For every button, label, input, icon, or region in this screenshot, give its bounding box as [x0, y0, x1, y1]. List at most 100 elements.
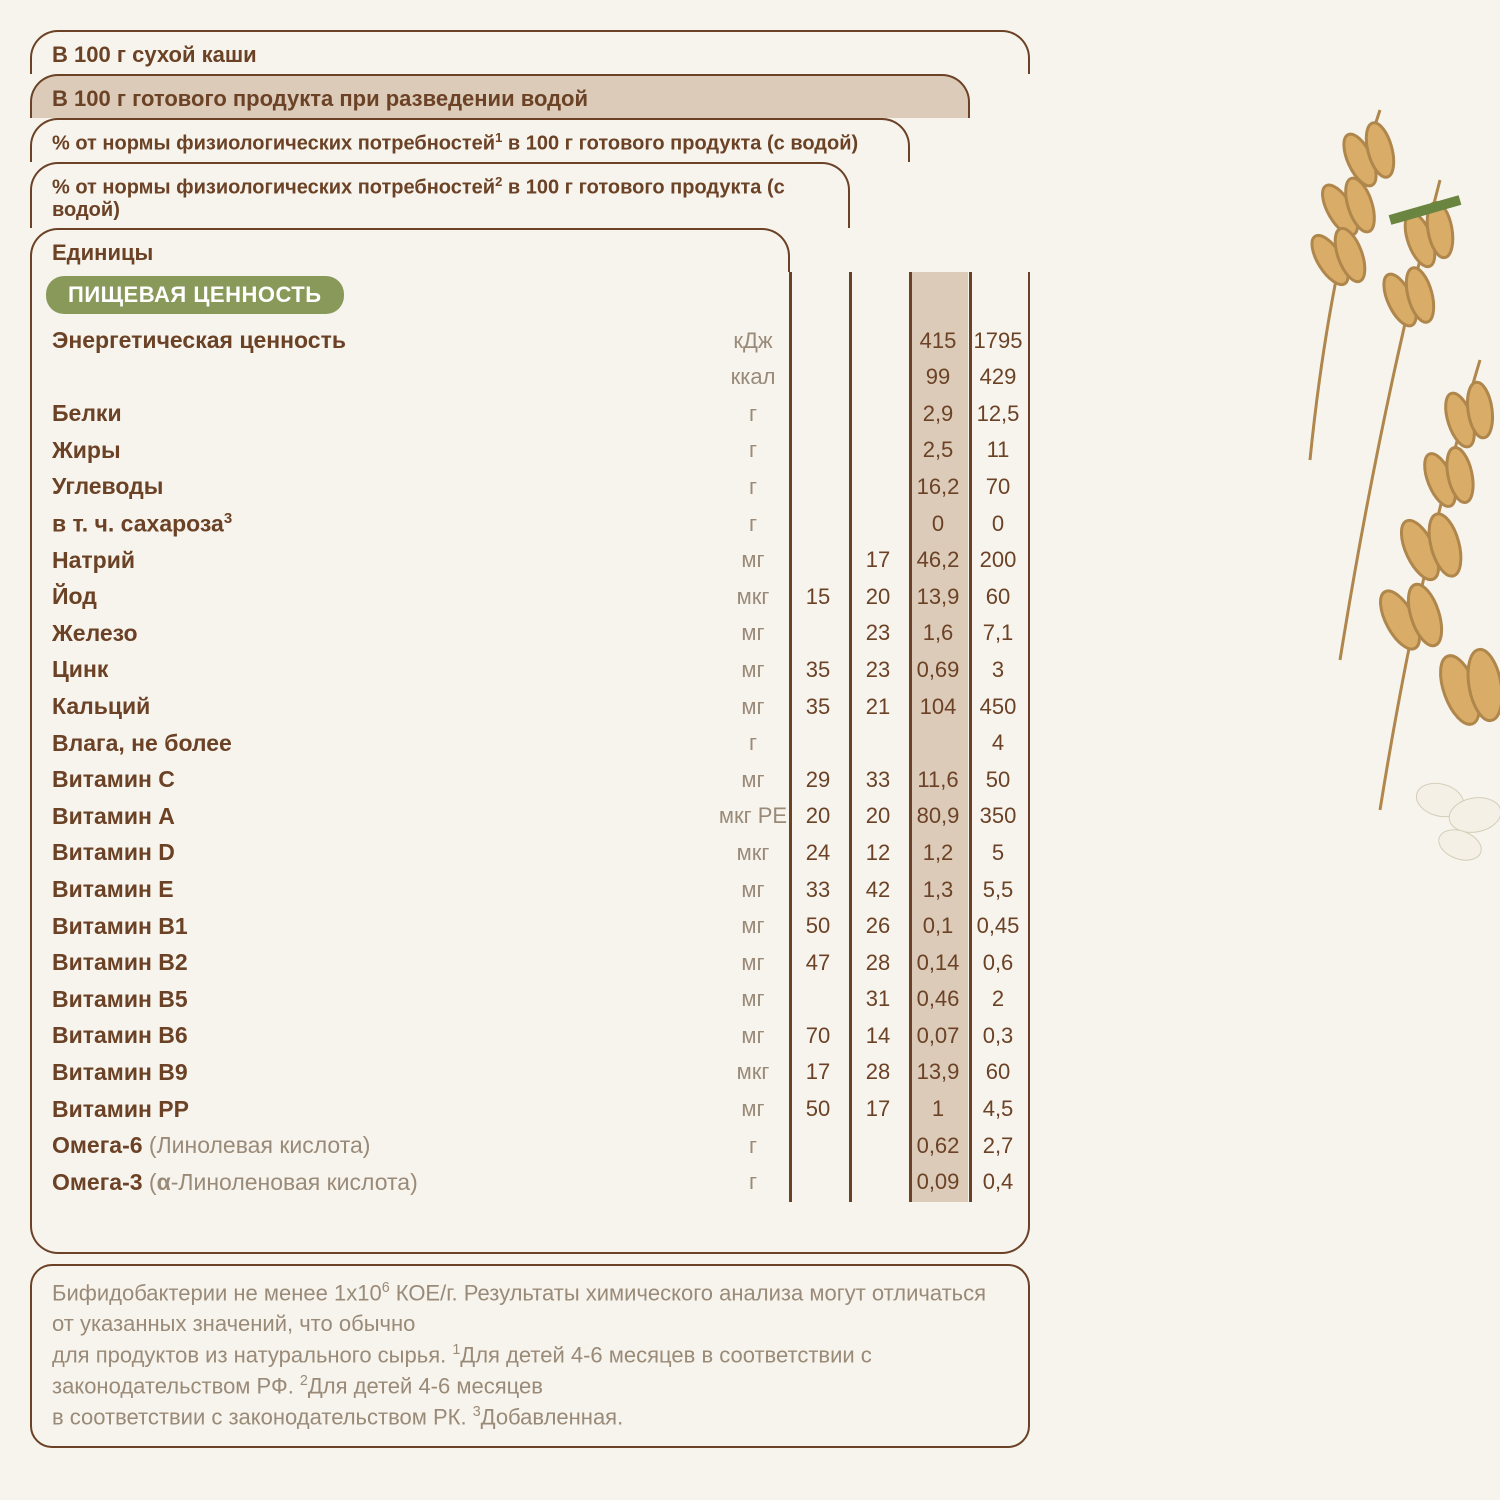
table-row: Витамин B6мг70140,070,3 [32, 1018, 1028, 1055]
value-cell: 1795 [968, 328, 1028, 354]
nutrient-label: Омега-6 (Линолевая кислота) [32, 1132, 718, 1159]
table-row: Омега-3 (α-Линоленовая кислота)г0,090,4 [32, 1164, 1028, 1201]
value-cell: 2,5 [908, 437, 968, 463]
footnote-box: Бифидобактерии не менее 1x106 КОЕ/г. Рез… [30, 1264, 1030, 1447]
table-row: Влага, не болеег4 [32, 725, 1028, 762]
value-cell: 104 [908, 694, 968, 720]
value-cell: 17 [788, 1059, 848, 1085]
table-row: Витамин Dмкг24121,25 [32, 835, 1028, 872]
nutrient-label: Железо [32, 620, 718, 647]
value-cell: 0,46 [908, 986, 968, 1012]
value-cell: 13,9 [908, 584, 968, 610]
nutrient-label: Влага, не более [32, 730, 718, 757]
value-cell: 0,6 [968, 950, 1028, 976]
value-cell: 0,62 [908, 1133, 968, 1159]
value-cell: 2,7 [968, 1133, 1028, 1159]
value-cell: 350 [968, 803, 1028, 829]
footnote-text: в соответствии с законодательством РК. [52, 1405, 473, 1430]
value-cell: 12 [848, 840, 908, 866]
nutrition-label-page: В 100 г сухой каши В 100 г готового прод… [0, 0, 1500, 1500]
header-prepared-100g: В 100 г готового продукта при разведении… [30, 74, 970, 118]
value-cell: 429 [968, 364, 1028, 390]
value-cell: 17 [848, 547, 908, 573]
unit-cell: г [718, 1133, 788, 1159]
nutrient-label: Омега-3 (α-Линоленовая кислота) [32, 1169, 718, 1196]
unit-cell: мкг РЕ [718, 803, 788, 829]
header-percent-norm-1: % от нормы физиологических потребностей1… [30, 118, 910, 162]
table-row: Витамин PPмг501714,5 [32, 1091, 1028, 1128]
value-cell: 35 [788, 694, 848, 720]
value-cell: 31 [848, 986, 908, 1012]
sup: 6 [382, 1280, 390, 1296]
nutrient-label: Натрий [32, 547, 718, 574]
value-cell: 20 [788, 803, 848, 829]
value-cell: 7,1 [968, 620, 1028, 646]
nutrient-label: Витамин E [32, 876, 718, 903]
value-cell: 60 [968, 584, 1028, 610]
sup: 2 [300, 1373, 308, 1389]
table-row: Витамин Aмкг РЕ202080,9350 [32, 798, 1028, 835]
unit-cell: ккал [718, 364, 788, 390]
header-units: Единицы [30, 228, 790, 272]
value-cell: 0,07 [908, 1023, 968, 1049]
nutrient-label: Белки [32, 400, 718, 427]
sup: 3 [473, 1404, 481, 1420]
wheat-decoration [1080, 60, 1500, 1160]
nutrient-label: Витамин A [32, 803, 718, 830]
value-cell: 0 [968, 511, 1028, 537]
table-row: Омега-6 (Линолевая кислота)г 0,622,7 [32, 1127, 1028, 1164]
nutrient-label: в т. ч. сахароза3 [32, 510, 718, 538]
nutrient-label: Витамин PP [32, 1096, 718, 1123]
value-cell: 99 [908, 364, 968, 390]
value-cell: 80,9 [908, 803, 968, 829]
header-dry-100g: В 100 г сухой каши [30, 30, 1030, 74]
nutrient-label: Витамин B1 [32, 913, 718, 940]
unit-cell: мг [718, 657, 788, 683]
value-cell: 33 [788, 877, 848, 903]
value-cell: 33 [848, 767, 908, 793]
nutrient-label: Цинк [32, 656, 718, 683]
unit-cell: мкг [718, 840, 788, 866]
value-cell: 0,14 [908, 950, 968, 976]
unit-cell: г [718, 437, 788, 463]
value-cell: 70 [788, 1023, 848, 1049]
nutrient-label: Витамин B9 [32, 1059, 718, 1086]
nutrient-label: Витамин B2 [32, 949, 718, 976]
value-cell: 15 [788, 584, 848, 610]
value-cell: 17 [848, 1096, 908, 1122]
unit-cell: мг [718, 986, 788, 1012]
value-cell: 5 [968, 840, 1028, 866]
table-row: Витамин Eмг33421,35,5 [32, 871, 1028, 908]
value-cell: 200 [968, 547, 1028, 573]
value-cell: 21 [848, 694, 908, 720]
value-cell: 1,6 [908, 620, 968, 646]
table-row: ккал 99429 [32, 359, 1028, 396]
table-row: Железомг 231,67,1 [32, 615, 1028, 652]
table-row: Кальциймг3521104450 [32, 688, 1028, 725]
value-cell: 23 [848, 657, 908, 683]
nutrient-label: Витамин D [32, 839, 718, 866]
unit-cell: мг [718, 620, 788, 646]
table-row: Натриймг1746,2200 [32, 542, 1028, 579]
value-cell: 415 [908, 328, 968, 354]
unit-cell: мг [718, 1023, 788, 1049]
value-cell: 24 [788, 840, 848, 866]
value-cell: 23 [848, 620, 908, 646]
nutrition-table-body: ПИЩЕВАЯ ЦЕННОСТЬ Энергетическая ценность… [30, 272, 1030, 1254]
section-title-pill: ПИЩЕВАЯ ЦЕННОСТЬ [46, 276, 344, 314]
value-cell: 47 [788, 950, 848, 976]
value-cell: 4,5 [968, 1096, 1028, 1122]
table-row: Белкиг2,912,5 [32, 396, 1028, 433]
value-cell: 70 [968, 474, 1028, 500]
header-percent-norm-2: % от нормы физиологических потребностей2… [30, 162, 850, 229]
value-cell: 0,09 [908, 1169, 968, 1195]
unit-cell: мкг [718, 1059, 788, 1085]
value-cell: 12,5 [968, 401, 1028, 427]
text: в 100 г готового продукта (с водой) [502, 133, 858, 155]
footnote-text: для продуктов из натурального сырья. [52, 1343, 452, 1368]
unit-cell: кДж [718, 328, 788, 354]
value-cell: 0,4 [968, 1169, 1028, 1195]
nutrition-data-rows: Энергетическая ценностькДж4151795ккал994… [32, 322, 1028, 1252]
unit-cell: мкг [718, 584, 788, 610]
value-cell: 50 [968, 767, 1028, 793]
